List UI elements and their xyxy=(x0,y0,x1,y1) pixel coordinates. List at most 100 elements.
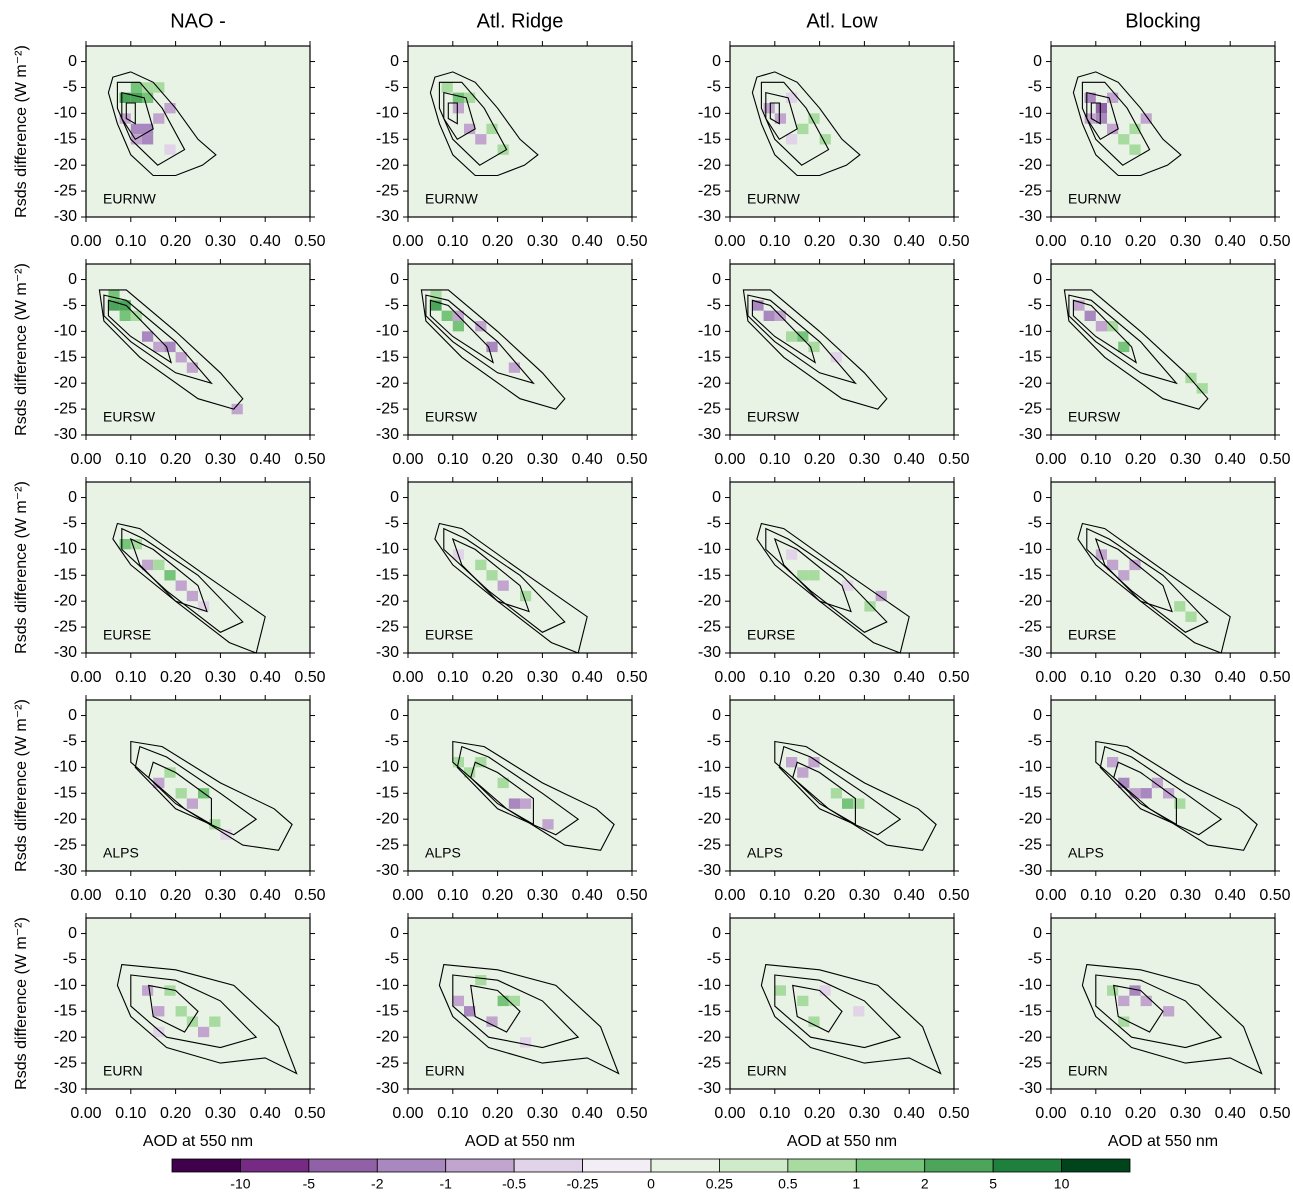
heatmap-cell xyxy=(1118,1016,1130,1027)
panel: 0 -5 -10 -15 -20 -25 -30 0.00 0.10 0.20 0.30 0.40 0.… xyxy=(54,913,326,1122)
heatmap-cell xyxy=(875,590,887,602)
x-tick-label: 0.40 xyxy=(894,669,925,686)
colorbar-label: 0.25 xyxy=(706,1176,733,1192)
contour xyxy=(121,91,154,141)
x-tick-label: 0.50 xyxy=(616,451,647,468)
contour xyxy=(760,81,830,166)
y-tick-label: -30 xyxy=(54,426,77,443)
x-tick-label: 0.50 xyxy=(1259,451,1290,468)
x-tick-label: 0.10 xyxy=(437,233,468,250)
x-tick-label: 0.10 xyxy=(115,451,146,468)
heatmap-cell xyxy=(842,580,854,591)
y-tick-label: -30 xyxy=(698,208,721,225)
panel-background xyxy=(86,700,310,871)
y-tick-label: -5 xyxy=(1028,951,1042,968)
contour xyxy=(130,974,258,1049)
y-tick-label: -20 xyxy=(698,592,721,609)
contour xyxy=(1086,91,1119,141)
heatmap-cell xyxy=(186,362,198,373)
column-title: NAO - xyxy=(170,10,226,32)
contour xyxy=(774,740,937,851)
y-axis-label: Rsds difference (W m⁻²) xyxy=(13,917,30,1090)
y-tick-label: 0 xyxy=(68,489,77,506)
colorbar-box xyxy=(171,1158,241,1173)
y-tick-label: -10 xyxy=(698,323,721,340)
contour xyxy=(451,537,530,613)
heatmap-cell xyxy=(231,403,243,415)
panel-background xyxy=(1051,918,1275,1089)
panel-background xyxy=(730,482,954,653)
heatmap-cell xyxy=(164,570,176,581)
y-tick-label: 0 xyxy=(390,271,399,288)
heatmap-cell xyxy=(475,134,487,145)
x-tick-label: 0.40 xyxy=(572,451,603,468)
contour xyxy=(443,527,566,633)
heatmap-cell xyxy=(475,975,487,986)
y-tick-label: -30 xyxy=(376,644,399,661)
heatmap-cell xyxy=(198,601,210,612)
heatmap-cell xyxy=(153,113,165,124)
heatmap-cell xyxy=(1129,144,1141,155)
x-tick-label: 0.30 xyxy=(205,669,236,686)
heatmap-cell xyxy=(1118,777,1130,789)
y-tick-label: -10 xyxy=(1019,759,1042,776)
panel-frame xyxy=(1050,263,1276,436)
y-tick-label: -25 xyxy=(54,618,77,635)
y-tick-label: -20 xyxy=(54,810,77,827)
heatmap-cell xyxy=(209,1016,221,1027)
region-label: EURNW xyxy=(747,191,801,207)
x-tick-label: 0.50 xyxy=(294,233,325,250)
panel: 0 -5 -10 -15 -20 -25 -30 0.00 0.10 0.20 0.30 0.40 0.… xyxy=(54,41,326,250)
heatmap-cell xyxy=(153,559,165,571)
y-tick-label: -25 xyxy=(376,836,399,853)
y-tick-label: -15 xyxy=(698,1002,721,1019)
contour xyxy=(792,761,856,826)
heatmap-cell xyxy=(142,331,154,342)
x-tick-label: 0.40 xyxy=(894,887,925,904)
y-tick-label: -25 xyxy=(376,182,399,199)
x-tick-label: 0.10 xyxy=(437,451,468,468)
colorbar-box xyxy=(650,1158,720,1173)
y-tick-label: 0 xyxy=(1033,53,1042,70)
panel-background xyxy=(86,482,310,653)
y-tick-label: -10 xyxy=(376,759,399,776)
heatmap-cell xyxy=(153,1006,165,1017)
contour xyxy=(447,102,458,125)
x-tick-label: 0.30 xyxy=(205,233,236,250)
y-tick-label: -25 xyxy=(1019,182,1042,199)
x-tick-label: 0.40 xyxy=(572,887,603,904)
x-tick-label: 0.30 xyxy=(527,887,558,904)
heatmap-cell xyxy=(441,310,453,321)
y-tick-label: -5 xyxy=(1028,515,1042,532)
heatmap-cell xyxy=(164,144,176,155)
y-tick-label: -5 xyxy=(385,733,399,750)
panel: 0 -5 -10 -15 -20 -25 -30 0.00 0.10 0.20 0.30 0.40 0.… xyxy=(1019,477,1291,686)
contour xyxy=(116,964,298,1075)
x-tick-label: 0.10 xyxy=(437,1105,468,1122)
contour xyxy=(1113,761,1177,826)
heatmap-cell xyxy=(1174,798,1186,809)
heatmap-cell xyxy=(142,92,154,103)
contour xyxy=(420,289,566,410)
x-tick-label: 0.20 xyxy=(1125,233,1156,250)
colorbar-label: 0.5 xyxy=(778,1176,798,1192)
heatmap-cell xyxy=(520,590,532,602)
x-tick-label: 0.50 xyxy=(1259,887,1290,904)
heatmap-cell xyxy=(1140,995,1152,1007)
x-tick-label: 0.00 xyxy=(1035,1105,1066,1122)
panel-frame xyxy=(729,699,955,872)
y-tick-label: -30 xyxy=(698,426,721,443)
x-tick-label: 0.50 xyxy=(294,1105,325,1122)
panel: 0 -5 -10 -15 -20 -25 -30 0.00 0.10 0.20 0.30 0.40 0.… xyxy=(54,477,326,686)
x-tick-label: 0.20 xyxy=(482,887,513,904)
x-tick-label: 0.00 xyxy=(714,887,745,904)
heatmap-cell xyxy=(452,103,464,114)
x-tick-label: 0.50 xyxy=(616,669,647,686)
y-tick-label: -15 xyxy=(1019,348,1042,365)
y-tick-label: -15 xyxy=(1019,566,1042,583)
x-tick-label: 0.50 xyxy=(616,1105,647,1122)
y-tick-label: 0 xyxy=(390,925,399,942)
x-tick-label: 0.00 xyxy=(714,233,745,250)
x-tick-label: 0.00 xyxy=(70,1105,101,1122)
x-tick-label: 0.50 xyxy=(1259,669,1290,686)
